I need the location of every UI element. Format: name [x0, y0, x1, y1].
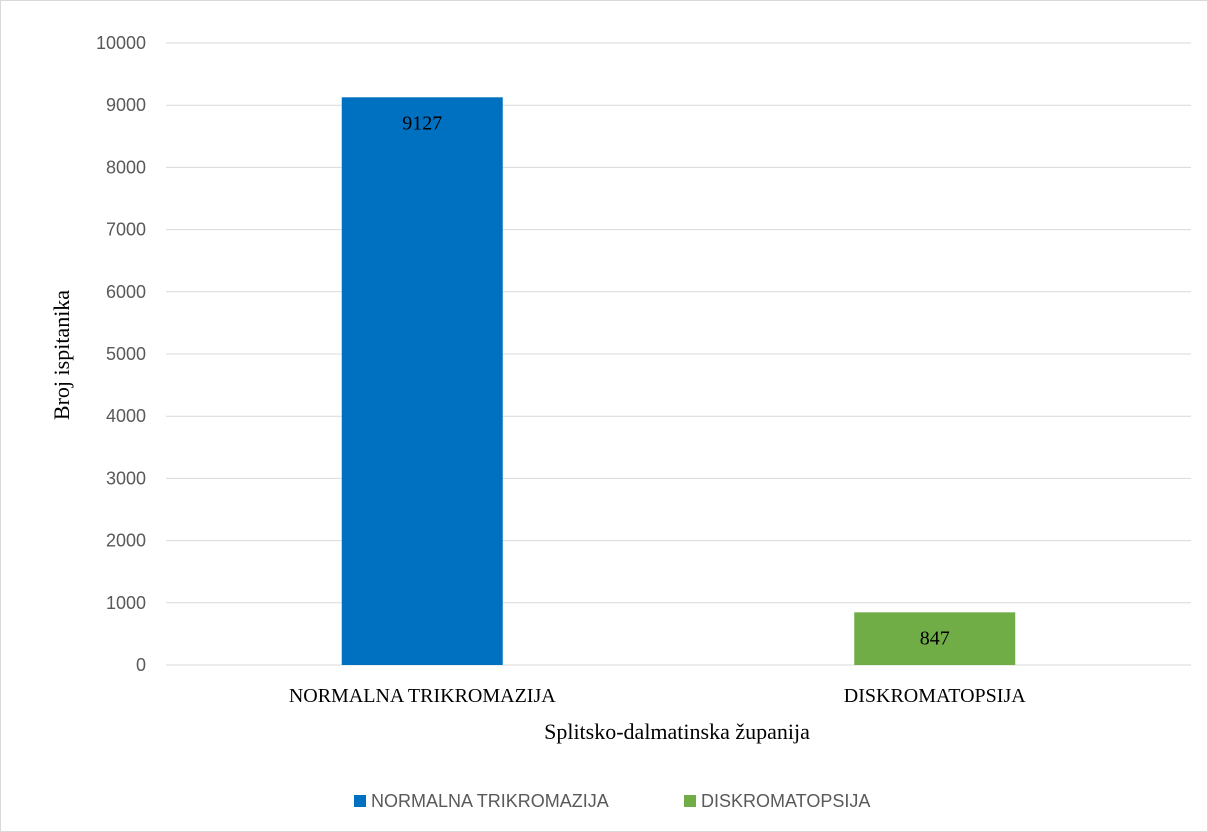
data-label: 9127 [402, 112, 442, 134]
category-labels: NORMALNA TRIKROMAZIJA DISKROMATOPSIJA [289, 685, 1026, 707]
legend: NORMALNA TRIKROMAZIJA DISKROMATOPSIJA [354, 791, 870, 811]
legend-label: NORMALNA TRIKROMAZIJA [371, 791, 609, 811]
bar [341, 97, 503, 665]
y-tick-label: 7000 [106, 220, 146, 240]
y-tick-label: 3000 [106, 468, 146, 488]
gridlines [166, 42, 1191, 666]
y-tick-label: 1000 [106, 593, 146, 613]
y-tick-label: 9000 [106, 95, 146, 115]
y-tick-label: 10000 [96, 33, 146, 53]
legend-swatch [354, 795, 366, 807]
data-labels: 9127 847 [402, 112, 950, 649]
x-axis-title: Splitsko-dalmatinska županija [544, 719, 810, 744]
y-tick-label: 6000 [106, 282, 146, 302]
y-tick-label: 5000 [106, 344, 146, 364]
category-label: DISKROMATOPSIJA [844, 685, 1026, 707]
data-label: 847 [920, 627, 950, 649]
y-axis-title: Broj ispitanika [49, 290, 74, 420]
legend-label: DISKROMATOPSIJA [701, 791, 870, 811]
y-tick-label: 2000 [106, 531, 146, 551]
bars [341, 97, 1016, 665]
y-tick-label: 0 [136, 655, 146, 675]
y-tick-label: 8000 [106, 157, 146, 177]
legend-swatch [684, 795, 696, 807]
y-tick-label: 4000 [106, 406, 146, 426]
y-axis-ticks: 0 1000 2000 3000 4000 5000 6000 7000 8000 9000 100… [96, 33, 146, 675]
bar [854, 612, 1016, 665]
category-label: NORMALNA TRIKROMAZIJA [289, 685, 556, 707]
